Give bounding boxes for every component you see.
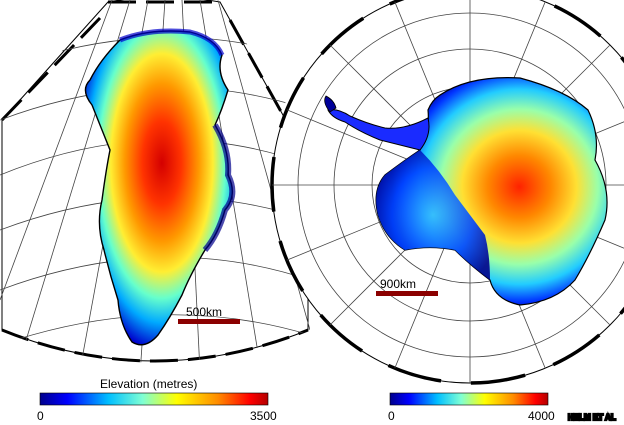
greenland-coastal-fringe (202, 123, 236, 252)
greenland-ice-sheet (84, 30, 233, 346)
credit-label: HELM ET AL (568, 413, 616, 422)
west-antarctica-region (376, 150, 490, 280)
peninsula-tip (324, 95, 337, 113)
greenland-scale-bar (178, 319, 240, 324)
greenland-north-fringe (119, 28, 225, 57)
antarctica-colorbar (389, 392, 549, 406)
greenland-map: 500km Elevation (metres) 0 3500 (0, 0, 310, 423)
antarctica-scale-label: 900km (380, 277, 416, 291)
antarctic-peninsula (327, 109, 430, 151)
antarctica-map: 900km 0 4000 (270, 0, 624, 423)
greenland-frame-ticks (0, 0, 310, 363)
greenland-scale-label: 500km (186, 305, 222, 319)
greenland-legend-max: 3500 (250, 409, 277, 423)
antarctica-legend-min: 0 (388, 409, 395, 423)
greenland-legend-title: Elevation (metres) (100, 377, 197, 391)
antarctica-scale-bar (376, 291, 438, 296)
greenland-colorbar (39, 392, 269, 406)
greenland-legend-min: 0 (37, 409, 44, 423)
antarctica-legend-max: 4000 (528, 409, 555, 423)
